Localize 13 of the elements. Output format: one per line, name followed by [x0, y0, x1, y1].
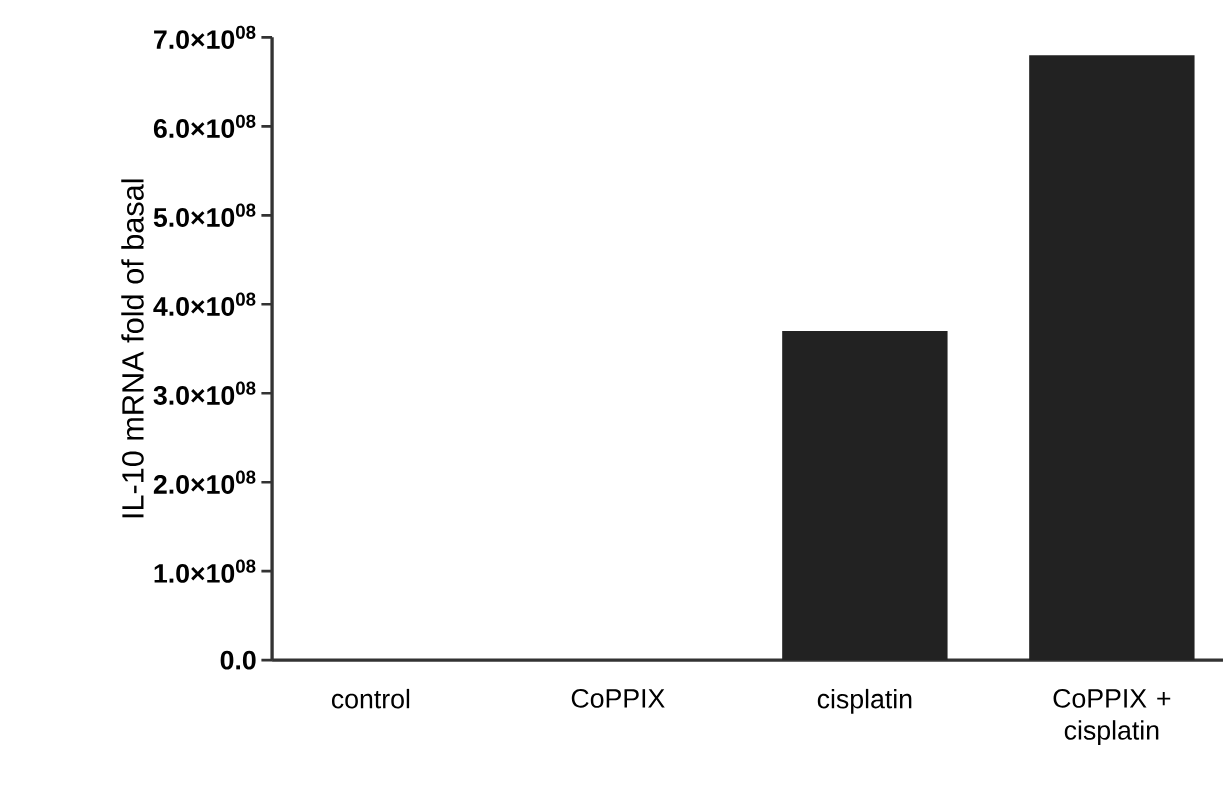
y-tick-label: 5.0×10$^{08}$: [153, 203, 256, 227]
y-tick-label: 2.0×10$^{08}$: [153, 470, 256, 494]
y-tick-label: 0.0: [220, 650, 256, 670]
x-tick-label: CoPPIX: [571, 688, 665, 708]
y-tick-label: 7.0×10$^{08}$: [154, 25, 256, 49]
y-tick-label: 1.0×10$^{08}$: [154, 559, 256, 583]
y-tick-label: 3.0×10$^{08}$: [153, 381, 256, 405]
y-axis-title: IL-10 mRNA fold of basal: [121, 179, 144, 518]
x-tick-label: cisplatin: [817, 688, 912, 714]
x-tick-label: control: [331, 688, 410, 709]
y-tick-label: 6.0×10$^{08}$: [153, 114, 256, 138]
y-tick-label: 4.0×10$^{08}$: [153, 292, 256, 316]
x-tick-label: CoPPIX + cisplatin: [1053, 688, 1171, 745]
